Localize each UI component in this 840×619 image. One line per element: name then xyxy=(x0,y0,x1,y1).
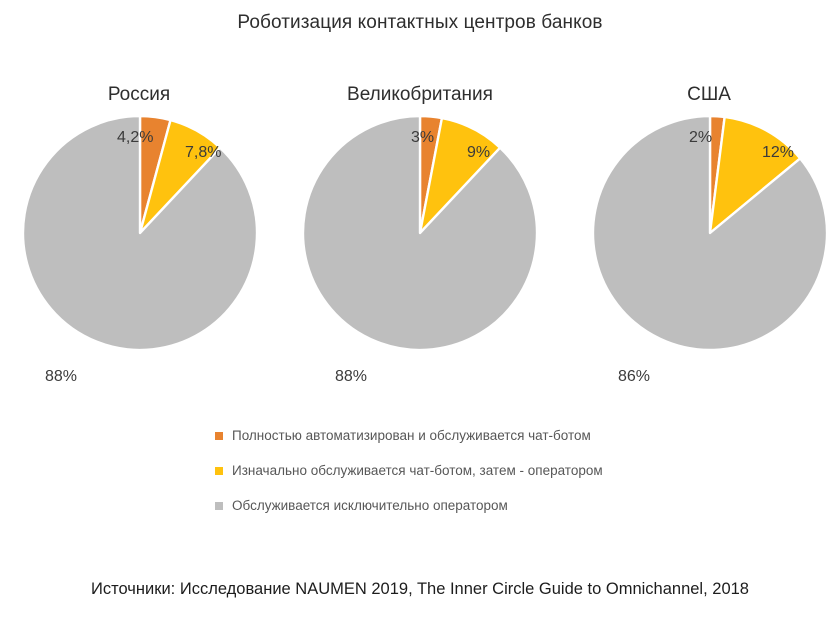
pie-svg-russia xyxy=(22,115,258,351)
legend-item-label: Обслуживается исключительно оператором xyxy=(232,498,508,513)
chart-legend: Полностью автоматизирован и обслуживаетс… xyxy=(0,418,840,523)
pie-slice xyxy=(302,115,538,351)
pie-chart-title: Великобритания xyxy=(347,84,493,105)
pie-svg-uk xyxy=(302,115,538,351)
pie-slice-label-bot-then-operator: 7,8% xyxy=(185,144,222,161)
pie-slice xyxy=(22,115,258,351)
pie-svg-usa xyxy=(592,115,828,351)
pie-slice-label-bot-then-operator: 9% xyxy=(467,144,491,161)
pie-slice xyxy=(592,115,828,351)
pie-chart-uk: Великобритания 3% 9% 88% xyxy=(280,72,560,402)
legend-item-label: Изначально обслуживается чат-ботом, зате… xyxy=(232,463,603,478)
legend-swatch-icon xyxy=(215,431,223,440)
pie-slice-label-operator-only: 88% xyxy=(45,368,78,385)
page-title: Роботизация контактных центров банков xyxy=(237,12,603,33)
pie-chart-usa: США 2% 12% 86% xyxy=(570,72,840,402)
pie-chart-title: США xyxy=(687,84,731,105)
pie-slice-label-operator-only: 86% xyxy=(618,368,651,385)
pie-chart-russia: Россия 4,2% 7,8% 88% xyxy=(0,72,280,402)
pie-slice-label-automated: 4,2% xyxy=(117,129,154,146)
pie-slice-label-bot-then-operator: 12% xyxy=(762,144,795,161)
source-note: Источники: Исследование NAUMEN 2019, The… xyxy=(91,580,749,598)
pie-chart-title: Россия xyxy=(107,84,171,105)
pie-chart-group: Россия 4,2% 7,8% 88% Великобритания 3% 9… xyxy=(0,72,840,402)
legend-item-automated: Полностью автоматизирован и обслуживаетс… xyxy=(0,418,840,453)
legend-item-label: Полностью автоматизирован и обслуживаетс… xyxy=(232,428,591,443)
pie-slice-label-operator-only: 88% xyxy=(335,368,368,385)
pie-slice-label-automated: 3% xyxy=(411,129,435,146)
legend-swatch-icon xyxy=(215,501,223,510)
legend-swatch-icon xyxy=(215,466,223,475)
pie-slice xyxy=(708,115,802,235)
legend-item-bot-then-operator: Изначально обслуживается чат-ботом, зате… xyxy=(0,453,840,488)
legend-item-operator-only: Обслуживается исключительно оператором xyxy=(0,488,840,523)
pie-slice-label-automated: 2% xyxy=(689,129,713,146)
